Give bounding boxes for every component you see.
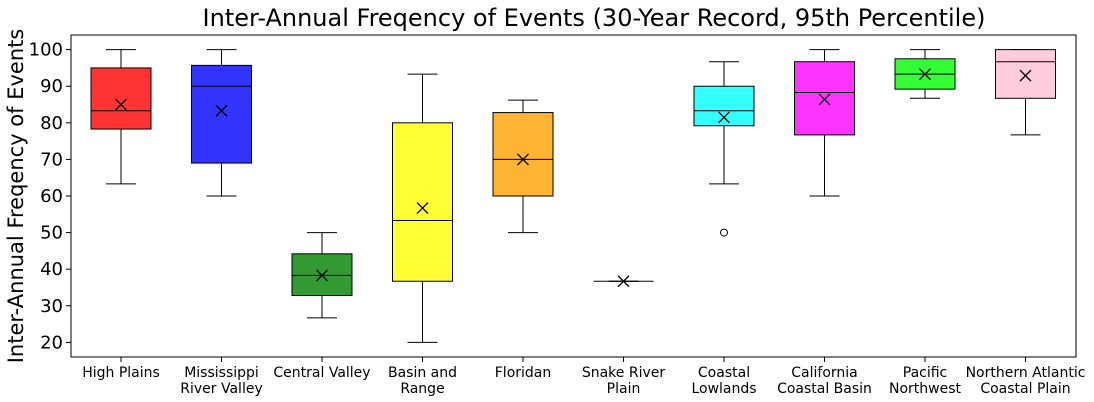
y-tick-label: 40 xyxy=(40,259,63,280)
x-tick-label-central-valley: Central Valley xyxy=(273,365,370,381)
y-axis-label: Inter-Annual Freqency of Events xyxy=(4,29,28,364)
x-tick-label-line: California xyxy=(791,365,857,381)
x-tick-label-line: High Plains xyxy=(82,365,160,381)
box-northern-atlantic-coastal-plain xyxy=(995,49,1056,99)
plot-area: 20 30 40 50 60 70 80 90 100 High Plains Mississipp… xyxy=(29,34,1086,397)
x-tick-label-mississippi-river-valley: Mississippi River Valley xyxy=(180,365,262,397)
y-tick-label: 70 xyxy=(40,149,63,170)
y-tick-label: 100 xyxy=(29,40,63,61)
mean-marker-central-valley xyxy=(316,269,328,282)
box-floridan xyxy=(492,112,554,197)
y-tick-label: 60 xyxy=(40,186,63,207)
x-tick-label-line: Coastal xyxy=(698,365,750,381)
mean-marker-high-plains xyxy=(115,98,127,111)
x-tick-label-line: River Valley xyxy=(180,381,262,397)
chart-title: Inter-Annual Freqency of Events (30-Year… xyxy=(203,4,986,32)
x-tick-label-line: Snake River xyxy=(582,365,666,381)
mean-marker-northern-atlantic-coastal-plain xyxy=(1019,69,1032,82)
mean-marker-floridan xyxy=(517,153,529,166)
mean-marker-mississippi-river-valley xyxy=(215,104,228,117)
x-tick-label-line: Basin and xyxy=(388,365,457,381)
box-coastal-lowlands xyxy=(693,85,755,127)
box-mississippi-river-valley xyxy=(191,64,252,164)
mean-marker-california-coastal-basin xyxy=(818,93,831,106)
x-tick-label-line: Coastal Plain xyxy=(980,381,1070,397)
y-tick-label: 80 xyxy=(40,113,63,134)
box-basin-and-range xyxy=(392,122,453,282)
x-tick-label-line: Coastal Basin xyxy=(777,381,872,397)
x-tick-label-basin-and-range: Basin and Range xyxy=(388,365,457,397)
x-tick-label-line: Northwest xyxy=(889,381,962,397)
x-tick-label-california-coastal-basin: California Coastal Basin xyxy=(777,365,872,397)
x-tick-label-line: Range xyxy=(400,381,444,397)
x-tick-label-line: Pacific xyxy=(903,365,948,381)
x-tick-label-line: Plain xyxy=(607,381,641,397)
box-california-coastal-basin xyxy=(794,61,855,136)
x-tick-label-coastal-lowlands: Coastal Lowlands xyxy=(691,365,756,397)
mean-marker-basin-and-range xyxy=(416,202,429,215)
x-tick-label-northern-atlantic-coastal-plain: Northern Atlantic Coastal Plain xyxy=(966,365,1086,397)
box-high-plains xyxy=(90,67,152,130)
x-tick-label-line: Central Valley xyxy=(273,365,370,381)
y-tick-label: 90 xyxy=(40,76,63,97)
x-tick-label-line: Lowlands xyxy=(691,381,756,397)
mean-marker-pacific-northwest xyxy=(919,68,931,81)
x-tick-label-snake-river-plain: Snake River Plain xyxy=(582,365,666,397)
outlier-point-coastal-lowlands xyxy=(720,228,728,237)
x-tick-label-high-plains: High Plains xyxy=(82,365,160,381)
mean-marker-snake-river-plain xyxy=(617,275,630,288)
y-tick-label: 50 xyxy=(40,223,63,244)
x-tick-label-line: Mississippi xyxy=(184,365,259,381)
y-tick-label: 20 xyxy=(40,332,63,353)
x-tick-label-pacific-northwest: Pacific Northwest xyxy=(889,365,962,397)
x-tick-label-line: Northern Atlantic xyxy=(966,365,1086,381)
mean-marker-coastal-lowlands xyxy=(718,111,730,124)
x-tick-label-line: Floridan xyxy=(495,365,552,381)
x-tick-label-floridan: Floridan xyxy=(495,365,552,381)
y-tick-label: 30 xyxy=(40,296,63,317)
